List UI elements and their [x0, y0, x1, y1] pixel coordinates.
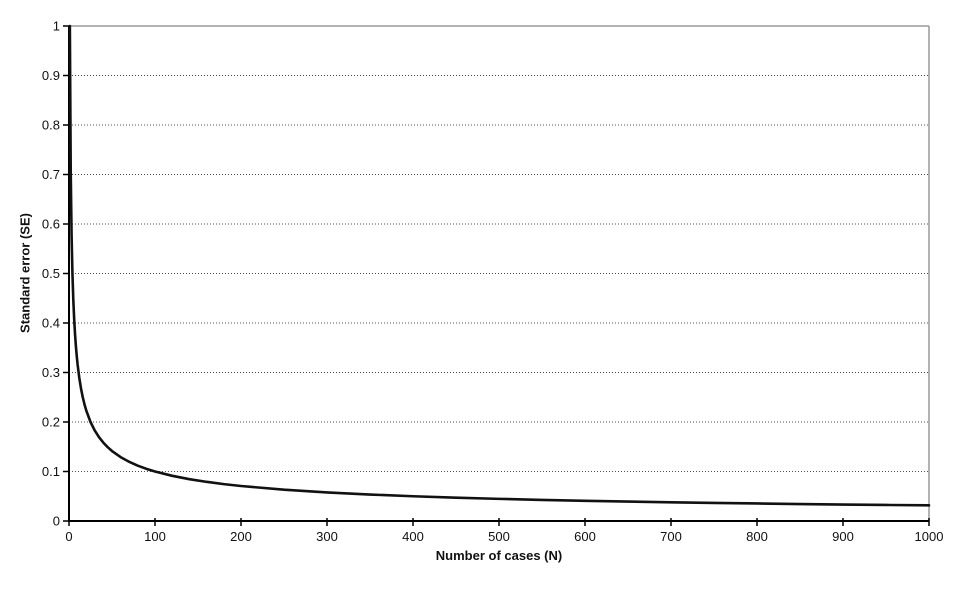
y-tick-label: 1: [53, 19, 60, 34]
gridlines-layer: [69, 75, 929, 472]
x-tick-label: 200: [230, 529, 252, 544]
x-tick-label: 600: [574, 529, 596, 544]
x-tick-label: 0: [65, 529, 72, 544]
y-tick-label: 0.5: [42, 266, 60, 281]
plot-border-layer: [69, 25, 930, 521]
y-tick-label: 0.3: [42, 365, 60, 380]
x-tick-label: 1000: [915, 529, 944, 544]
y-tick-label: 0.9: [42, 68, 60, 83]
x-tick-label: 400: [402, 529, 424, 544]
y-tick-label: 0: [53, 514, 60, 529]
x-tick-label: 100: [144, 529, 166, 544]
x-tick-label: 700: [660, 529, 682, 544]
y-tick-label: 0.6: [42, 217, 60, 232]
tick-labels-layer: 0 0.1 0.2 0.3 0.4 0.5 0.6 0.7 0.8 0.9 1 0 100 200 300 4…: [42, 19, 944, 545]
x-tick-label: 800: [746, 529, 768, 544]
y-tick-label: 0.1: [42, 464, 60, 479]
x-axis-title: Number of cases (N): [435, 548, 563, 563]
x-tick-label: 300: [316, 529, 338, 544]
tick-marks-layer: [63, 25, 930, 526]
x-tick-label: 900: [832, 529, 854, 544]
x-tick-label: 500: [488, 529, 510, 544]
y-tick-label: 0.2: [42, 415, 60, 430]
y-tick-label: 0.8: [42, 118, 60, 133]
y-axis-title: Standard error (SE): [17, 213, 33, 333]
series-layer: [68, 24, 931, 507]
y-tick-label: 0.7: [42, 167, 60, 182]
se-curve: [68, 24, 931, 507]
y-tick-label: 0.4: [42, 316, 60, 331]
